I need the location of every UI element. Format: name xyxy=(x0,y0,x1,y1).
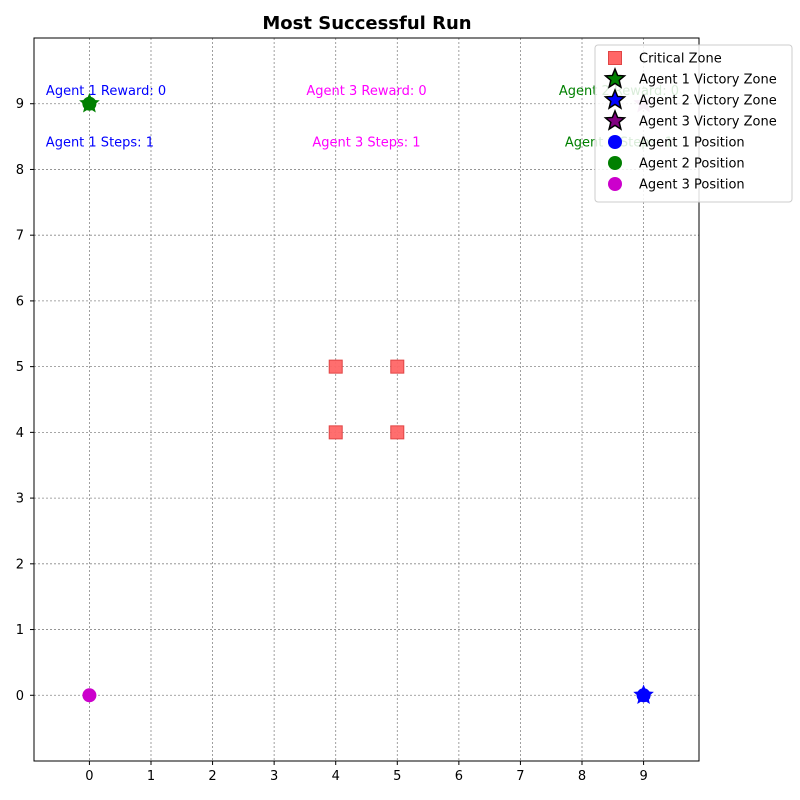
x-tick-label: 1 xyxy=(147,769,155,784)
agent-stat-annotation: Agent 3 Steps: 1 xyxy=(312,135,420,150)
y-tick-label: 7 xyxy=(16,229,24,244)
agent-1-victory-zone-marker xyxy=(79,92,100,113)
legend-star-marker xyxy=(603,108,627,131)
legend-circle-marker xyxy=(608,177,622,191)
x-tick-label: 5 xyxy=(393,769,401,784)
y-tick-label: 0 xyxy=(16,689,24,704)
agent-stat-annotation: Agent 1 Steps: 1 xyxy=(46,135,154,150)
y-tick-label: 1 xyxy=(16,623,24,638)
legend-star-marker xyxy=(603,66,627,89)
agent-2-victory-zone-marker xyxy=(633,684,654,705)
x-tick-label: 0 xyxy=(85,769,93,784)
y-tick-label: 8 xyxy=(16,163,24,178)
plot-frame xyxy=(33,37,700,762)
legend: Critical Zone Agent 1 Victory Zone Agent 2… xyxy=(594,44,793,203)
legend-label: Agent 2 Victory Zone xyxy=(639,94,777,109)
legend-circle-marker xyxy=(608,135,622,149)
y-tick-label: 2 xyxy=(16,557,24,572)
x-tick-label: 4 xyxy=(332,769,340,784)
x-tick-label: 8 xyxy=(578,769,586,784)
y-tick-label: 9 xyxy=(16,97,24,112)
legend-label: Agent 1 Victory Zone xyxy=(639,73,777,88)
y-tick-label: 5 xyxy=(16,360,24,375)
critical-zone-marker xyxy=(390,425,405,440)
y-tick-label: 4 xyxy=(16,426,24,441)
axis-ticks: 0 1 2 3 4 5 6 7 8 9 0 1 2 3 4 5 6 7 8 9 xyxy=(16,97,648,784)
legend-star-marker xyxy=(603,87,627,110)
agent-3-position-marker xyxy=(82,688,97,703)
y-tick-label: 6 xyxy=(16,294,24,309)
agent-stat-annotation: Agent 3 Reward: 0 xyxy=(306,84,426,99)
critical-zone-marker xyxy=(390,359,405,374)
critical-zone-marker xyxy=(328,359,343,374)
legend-label: Agent 1 Position xyxy=(639,136,745,151)
x-tick-label: 3 xyxy=(270,769,278,784)
x-tick-label: 9 xyxy=(639,769,647,784)
legend-label: Agent 3 Position xyxy=(639,178,745,193)
agent-stat-annotation: Agent 1 Reward: 0 xyxy=(46,84,166,99)
x-tick-label: 2 xyxy=(208,769,216,784)
legend-label: Agent 2 Position xyxy=(639,157,745,172)
x-tick-label: 6 xyxy=(455,769,463,784)
legend-circle-marker xyxy=(608,156,622,170)
legend-box xyxy=(594,44,793,203)
chart-title: Most Successful Run xyxy=(262,13,471,34)
x-tick-label: 7 xyxy=(516,769,524,784)
legend-square-marker xyxy=(608,51,622,65)
critical-zone-marker xyxy=(328,425,343,440)
y-tick-label: 3 xyxy=(16,492,24,507)
grid xyxy=(34,38,699,761)
legend-label: Critical Zone xyxy=(639,52,722,67)
legend-label: Agent 3 Victory Zone xyxy=(639,115,777,130)
